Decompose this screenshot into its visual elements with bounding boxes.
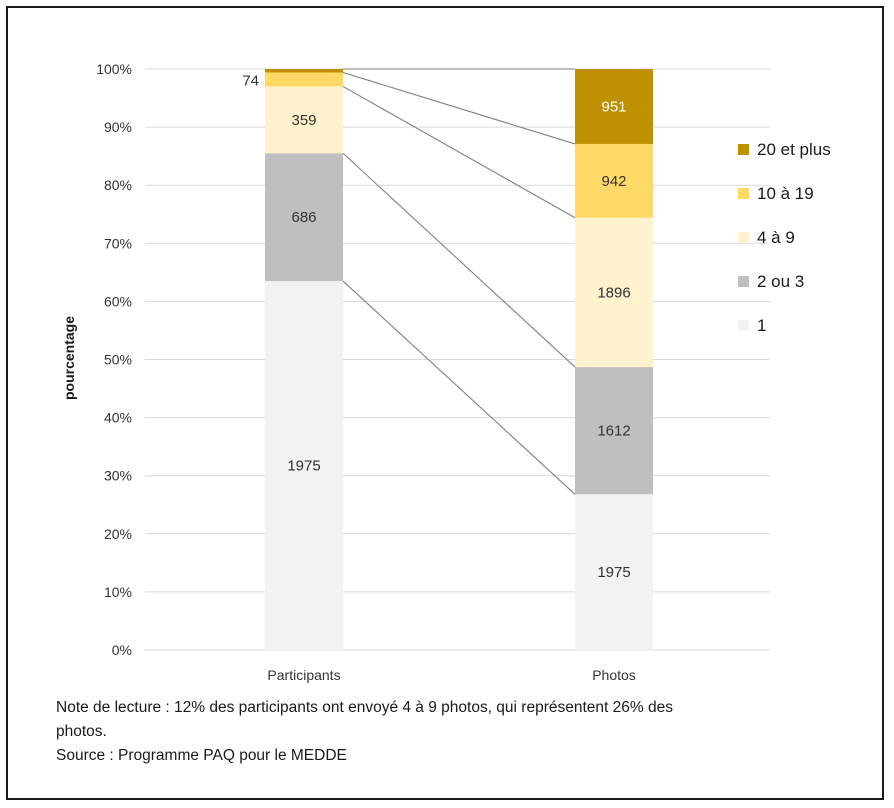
value-labels: 1975 686 359 74 26 1975 1612 1896 942 951 bbox=[242, 45, 630, 581]
bar-segment bbox=[265, 86, 343, 154]
legend-label: 4 à 9 bbox=[757, 228, 795, 247]
legend-label: 2 ou 3 bbox=[757, 272, 804, 291]
bar-segment bbox=[265, 153, 343, 282]
y-tick-label: 0% bbox=[112, 642, 132, 658]
x-category-label: Participants bbox=[267, 667, 340, 683]
y-tick-label: 10% bbox=[104, 584, 132, 600]
data-label: 1612 bbox=[597, 423, 630, 440]
connector-line bbox=[342, 85, 576, 219]
x-category-label: Photos bbox=[592, 667, 636, 683]
legend-label: 10 à 19 bbox=[757, 184, 814, 203]
legend-swatch bbox=[738, 276, 749, 287]
chart-notes: Note de lecture : 12% des participants o… bbox=[56, 696, 876, 768]
connector-lines bbox=[342, 68, 576, 495]
legend-label: 1 bbox=[757, 316, 766, 335]
data-label: 951 bbox=[601, 98, 626, 115]
bar-segment bbox=[575, 494, 653, 650]
y-tick-label: 40% bbox=[104, 410, 132, 426]
y-tick-label: 30% bbox=[104, 468, 132, 484]
data-label: 26 bbox=[296, 45, 313, 62]
data-label: 1896 bbox=[597, 284, 630, 301]
data-label: 359 bbox=[291, 112, 316, 129]
y-axis-label: pourcentage bbox=[61, 316, 77, 400]
connector-line bbox=[342, 71, 576, 145]
data-label: 1975 bbox=[597, 564, 630, 581]
connector-line bbox=[342, 280, 576, 495]
y-tick-label: 80% bbox=[104, 177, 132, 193]
y-axis-ticks: 0% 10% 20% 30% 40% 50% 60% 70% 80% 90% 100% bbox=[96, 61, 132, 658]
bar-segment bbox=[265, 281, 343, 650]
source-note: Source : Programme PAQ pour le MEDDE bbox=[56, 747, 347, 764]
bar-segment bbox=[575, 367, 653, 495]
bars bbox=[265, 69, 653, 650]
y-tick-label: 100% bbox=[96, 61, 132, 77]
reading-note-line-1: Note de lecture : 12% des participants o… bbox=[56, 699, 673, 716]
legend-swatch bbox=[738, 320, 749, 331]
data-label: 942 bbox=[601, 173, 626, 190]
legend-label: 20 et plus bbox=[757, 140, 831, 159]
legend-swatch bbox=[738, 188, 749, 199]
y-tick-label: 50% bbox=[104, 352, 132, 368]
legend-swatch bbox=[738, 232, 749, 243]
legend: 20 et plus 10 à 19 4 à 9 2 ou 3 1 bbox=[738, 140, 831, 335]
bar-segment bbox=[265, 72, 343, 87]
bar-segment bbox=[265, 69, 343, 73]
chart-frame bbox=[6, 6, 884, 800]
y-tick-label: 70% bbox=[104, 235, 132, 251]
bar-segment bbox=[575, 69, 653, 144]
data-label: 1975 bbox=[287, 458, 320, 475]
y-tick-label: 60% bbox=[104, 293, 132, 309]
y-tick-label: 90% bbox=[104, 119, 132, 135]
reading-note-line-2: photos. bbox=[56, 723, 107, 740]
bar-segment bbox=[575, 217, 653, 368]
bar-segment bbox=[575, 143, 653, 218]
connector-line bbox=[342, 152, 576, 368]
data-label: 74 bbox=[242, 72, 259, 89]
legend-swatch bbox=[738, 144, 749, 155]
y-tick-label: 20% bbox=[104, 526, 132, 542]
data-label: 686 bbox=[291, 209, 316, 226]
x-axis-categories: Participants Photos bbox=[267, 667, 635, 683]
gridlines bbox=[145, 68, 770, 651]
